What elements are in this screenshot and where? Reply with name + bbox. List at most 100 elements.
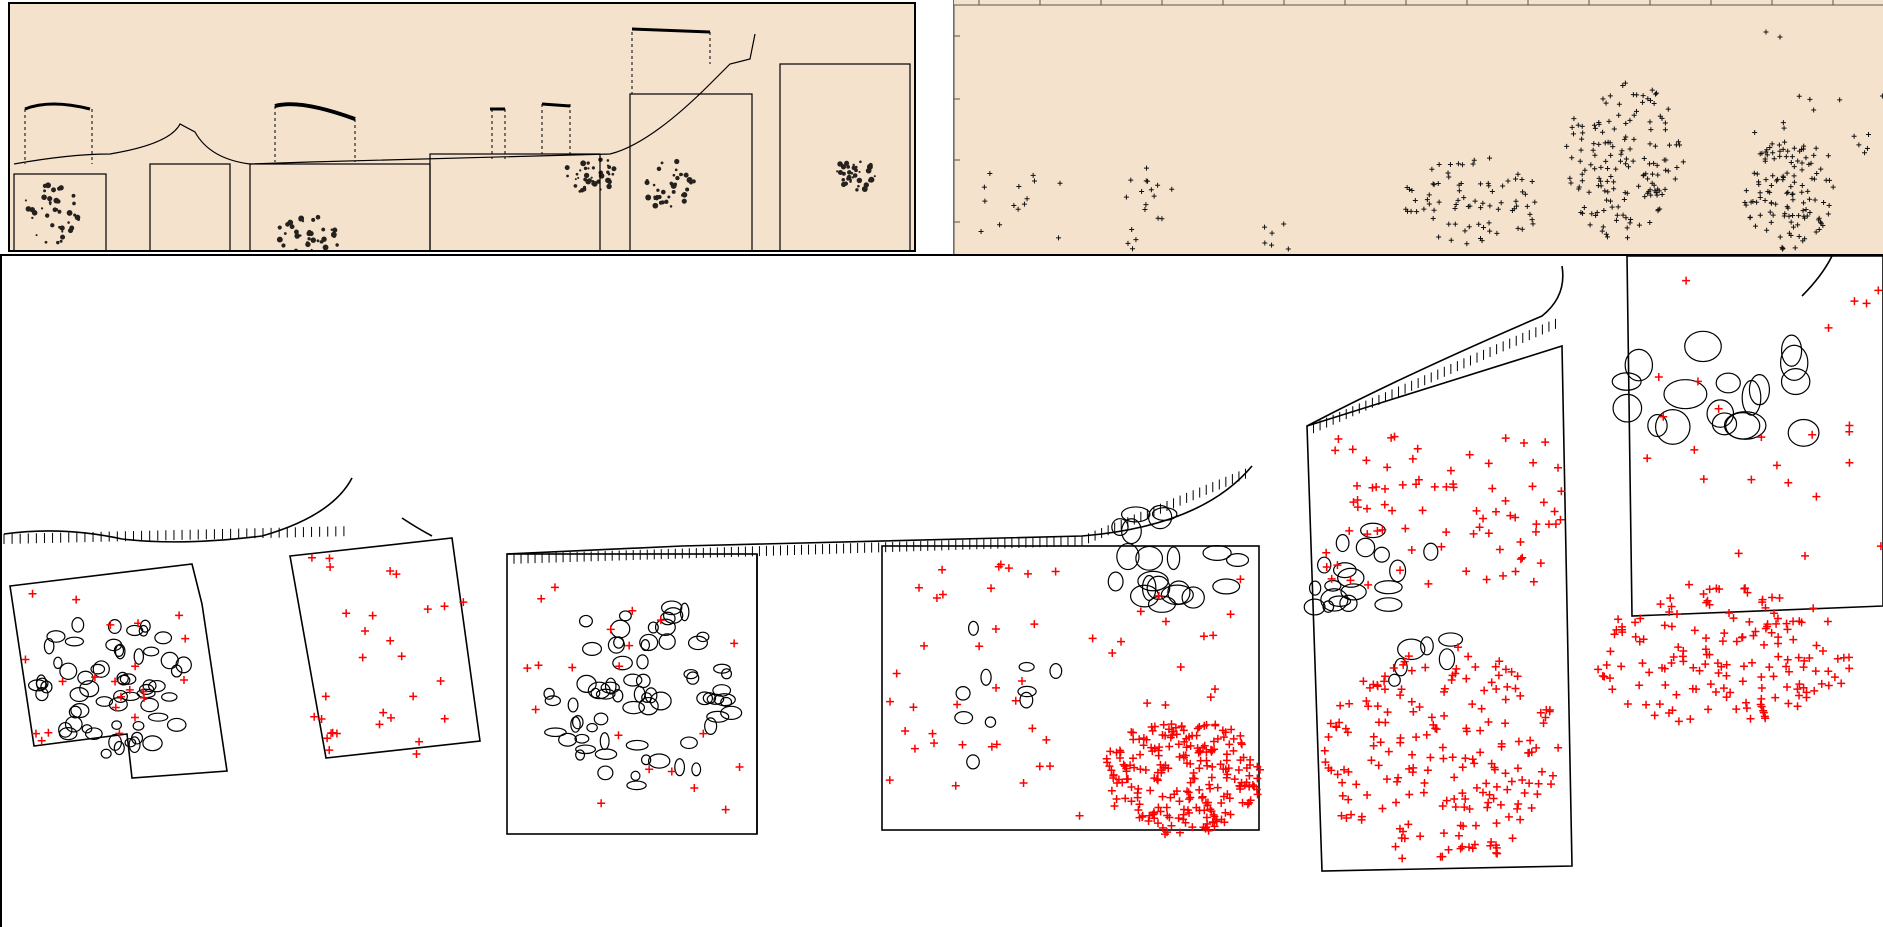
thumb-stone — [293, 248, 298, 250]
scatter-point — [1262, 224, 1268, 230]
find-marker — [1808, 430, 1817, 439]
site-plan-thumbnail[interactable] — [8, 2, 916, 252]
find-marker — [1850, 297, 1859, 306]
find-marker — [1761, 714, 1770, 723]
scatter-point — [1581, 205, 1587, 211]
scatter-point — [1784, 190, 1790, 196]
scatter-point — [1806, 196, 1812, 202]
find-marker — [175, 611, 184, 620]
stone-feature — [696, 691, 714, 706]
thumb-stone — [653, 195, 657, 199]
scatter-point — [1446, 221, 1452, 227]
find-marker — [1711, 688, 1720, 697]
find-marker — [1550, 507, 1559, 516]
main-plan-view[interactable] — [0, 254, 1883, 927]
stone-feature — [599, 732, 610, 751]
find-marker — [1742, 698, 1751, 707]
find-marker — [1415, 703, 1424, 712]
thumb-stone — [683, 172, 689, 178]
scatter-point — [1780, 175, 1786, 181]
scatter-point — [1155, 215, 1161, 221]
find-marker — [1207, 773, 1216, 782]
scatter-point — [1825, 153, 1831, 159]
scatter-point — [1593, 212, 1599, 218]
scatter-point — [1487, 203, 1493, 209]
stone-feature — [1397, 638, 1426, 661]
scatter-point — [1412, 198, 1418, 204]
scatter-point — [1478, 181, 1484, 187]
find-marker — [1253, 762, 1262, 771]
thumb-stone — [281, 243, 286, 248]
scatter-point — [1269, 242, 1275, 248]
scatter-point — [1777, 34, 1783, 40]
stone-feature — [1049, 663, 1063, 679]
find-marker — [1513, 672, 1522, 681]
find-marker — [1501, 496, 1510, 505]
stone-feature — [1121, 518, 1142, 545]
find-marker — [1506, 511, 1515, 520]
stone-feature — [597, 765, 614, 781]
scatter-point — [1513, 198, 1519, 204]
scatter-point — [1762, 156, 1768, 162]
find-marker — [1823, 617, 1832, 626]
find-marker — [1146, 786, 1155, 795]
thumb-stone — [850, 171, 854, 175]
stone-feature — [543, 687, 555, 700]
scatter-point — [1598, 183, 1604, 189]
thumb-stone — [682, 192, 687, 198]
stone-feature — [1339, 594, 1358, 613]
find-marker — [1398, 854, 1407, 863]
find-marker — [1396, 691, 1405, 700]
scatter-point — [1139, 189, 1145, 195]
find-marker — [1122, 767, 1131, 776]
scatter-point — [1801, 213, 1807, 219]
scatter-point — [1269, 230, 1275, 236]
scatter-point — [1580, 210, 1586, 216]
find-marker — [1419, 788, 1428, 797]
scatter-point — [1777, 153, 1783, 159]
stone-feature — [77, 670, 94, 686]
scatter-point — [1430, 216, 1436, 222]
thumb-stone — [686, 177, 693, 183]
scatter-point — [1588, 162, 1594, 168]
scatter-point — [997, 222, 1003, 228]
find-marker — [1690, 445, 1699, 454]
find-marker — [1747, 658, 1756, 667]
find-marker — [1209, 737, 1218, 746]
stone-feature — [143, 646, 160, 657]
find-marker — [1427, 713, 1436, 722]
find-marker — [1528, 482, 1537, 491]
find-marker — [1119, 760, 1128, 769]
find-marker — [1139, 734, 1148, 743]
scatter-point — [1435, 180, 1441, 186]
finds-scatter-panel[interactable]: 5 4 3 2 — [953, 0, 1883, 254]
scatter-point — [1515, 225, 1521, 231]
thumb-stone — [606, 178, 612, 183]
scatter-point — [1532, 199, 1538, 205]
find-marker — [1326, 719, 1335, 728]
find-marker — [1556, 515, 1565, 524]
find-marker — [1320, 746, 1329, 755]
thumb-stone — [311, 217, 316, 222]
find-marker — [1516, 555, 1525, 564]
find-marker — [1501, 769, 1510, 778]
thumb-stone — [330, 228, 333, 231]
stone-feature — [138, 683, 155, 695]
scatter-point — [1647, 141, 1653, 147]
find-marker — [1106, 747, 1115, 756]
scatter-point — [1519, 226, 1525, 232]
scatter-point — [1763, 149, 1769, 155]
scatter-point — [1436, 234, 1442, 240]
find-marker — [1667, 602, 1676, 611]
find-marker — [1772, 461, 1781, 470]
find-marker — [326, 562, 335, 571]
scatter-point — [1623, 215, 1629, 221]
stone-feature — [113, 689, 128, 703]
find-marker — [1812, 641, 1821, 650]
thumb-stone — [35, 234, 38, 237]
find-marker — [1501, 719, 1510, 728]
find-marker — [928, 729, 937, 738]
find-marker — [1408, 454, 1417, 463]
find-marker — [958, 740, 967, 749]
scatter-point — [1631, 112, 1637, 118]
